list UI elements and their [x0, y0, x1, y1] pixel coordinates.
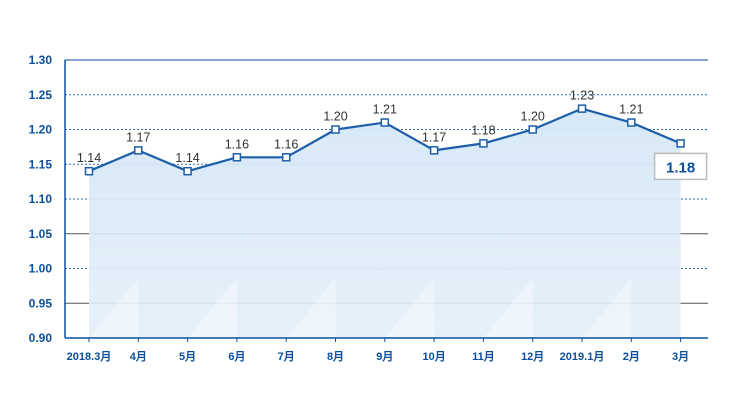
data-label: 1.16: [274, 137, 298, 151]
y-axis-ticks: 1.30 1.25 1.20 1.15 1.10 1.05 1.00 0.95 0.90: [29, 53, 53, 345]
x-tick-label: 6月: [228, 350, 245, 363]
area-facet: [384, 278, 435, 338]
x-tick-label: 5月: [179, 350, 196, 363]
y-tick-label: 1.00: [29, 262, 53, 276]
callout-value: 1.18: [666, 159, 695, 176]
y-tick-label: 0.95: [29, 296, 53, 310]
data-point: [281, 153, 291, 162]
area-facet: [286, 278, 336, 338]
x-tick-label: 12月: [521, 350, 544, 363]
area-facet: [187, 278, 237, 338]
data-point: [183, 166, 192, 176]
data-labels: 1.14 1.17 1.14 1.16 1.16 1.20 1.21 1.17 1.18 1.20…: [77, 89, 644, 166]
data-label: 1.14: [77, 151, 101, 165]
data-point: [479, 139, 488, 148]
data-label: 1.17: [126, 130, 150, 144]
area-polygon: [89, 108, 681, 339]
y-tick-label: 1.20: [29, 123, 53, 137]
data-point: [676, 139, 685, 148]
y-tick-label: 1.05: [29, 227, 53, 241]
data-label: 1.20: [521, 110, 545, 124]
x-tick-label: 10月: [422, 350, 445, 363]
x-tick-label: 11月: [472, 350, 495, 363]
y-tick-label: 1.15: [29, 157, 53, 171]
y-tick-label: 1.30: [29, 53, 53, 67]
x-tick-label: 4月: [130, 350, 147, 363]
data-point: [577, 104, 587, 113]
data-points: [84, 104, 685, 176]
x-tick-label: 2019.1月: [560, 350, 605, 363]
x-tick-label: 7月: [278, 350, 295, 363]
data-label: 1.18: [471, 123, 495, 137]
area-fill: [89, 108, 681, 339]
x-axis-ticks: 2018.3月 4月 5月 6月 7月 8月 9月 10月 11月 12月 2019.1月 2月 3月: [67, 350, 689, 363]
x-tick-label: 2018.3月: [67, 350, 112, 363]
x-tick-label: 8月: [327, 350, 344, 363]
x-tick-label: 2月: [623, 350, 640, 363]
data-point: [331, 125, 340, 134]
x-tick-label: 9月: [376, 350, 393, 363]
y-tick-label: 1.10: [29, 192, 53, 206]
data-label: 1.14: [175, 151, 199, 165]
data-point: [84, 166, 94, 176]
data-label: 1.21: [619, 103, 643, 117]
data-point: [134, 146, 143, 155]
last-value-callout: 1.18: [653, 152, 708, 181]
data-point: [380, 118, 390, 127]
data-label: 1.20: [323, 110, 347, 124]
axes: [64, 59, 708, 342]
y-tick-label: 0.90: [29, 331, 53, 345]
data-point: [232, 153, 242, 162]
data-label: 1.17: [422, 130, 446, 144]
area-facet: [89, 278, 139, 338]
y-tick-label: 1.25: [29, 88, 53, 102]
data-label: 1.23: [570, 89, 594, 103]
data-point: [429, 146, 439, 155]
data-label: 1.16: [225, 137, 249, 151]
x-tick-label: 3月: [672, 350, 689, 363]
data-point: [528, 125, 537, 134]
data-point: [627, 118, 636, 127]
area-facet: [483, 278, 533, 338]
callout-box: [653, 152, 708, 181]
data-label: 1.21: [373, 103, 397, 117]
area-facet: [582, 278, 632, 338]
